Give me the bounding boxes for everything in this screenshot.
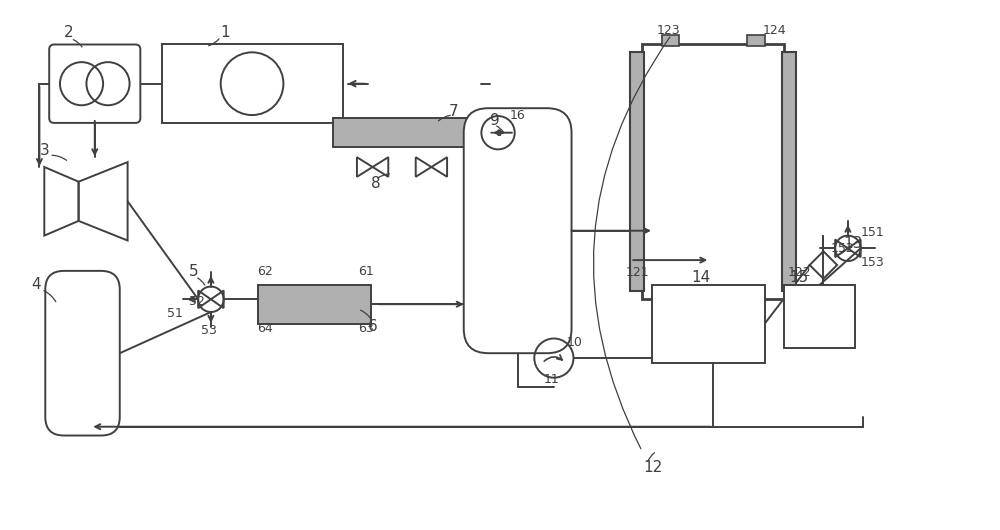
Text: 11: 11 [544,373,560,386]
Text: 61: 61 [358,266,374,278]
Text: 16: 16 [510,109,526,121]
Text: 15: 15 [789,270,808,285]
Text: 4: 4 [32,277,41,292]
Text: 2: 2 [64,25,74,40]
Text: 123: 123 [657,24,680,37]
FancyBboxPatch shape [49,45,140,123]
Bar [784,285,855,348]
Text: 13: 13 [843,236,862,251]
Text: 12: 12 [643,461,662,475]
Text: 5: 5 [189,264,199,279]
Bar [662,34,679,47]
Bar [162,45,343,123]
Text: 1: 1 [221,25,230,40]
Text: 10: 10 [567,336,583,349]
Text: 121: 121 [625,267,649,279]
Bar [333,118,490,147]
FancyBboxPatch shape [45,271,120,436]
Text: 62: 62 [257,266,273,278]
Text: 9: 9 [490,113,500,128]
Text: 152: 152 [830,242,854,255]
Text: 63: 63 [358,322,374,335]
Text: 8: 8 [371,176,380,191]
Bar [782,52,796,292]
Bar [630,52,644,292]
Bar [258,285,371,324]
Text: 14: 14 [691,270,710,285]
Text: 52: 52 [189,295,205,308]
Text: 7: 7 [449,104,459,119]
Text: 6: 6 [368,319,377,334]
Bar [747,34,765,47]
Text: 53: 53 [201,324,217,337]
Text: 153: 153 [861,255,884,269]
Text: 64: 64 [257,322,273,335]
Text: 124: 124 [763,24,786,37]
Text: 51: 51 [167,307,183,321]
Text: 122: 122 [788,267,812,279]
Bar [642,45,784,299]
FancyBboxPatch shape [464,108,572,353]
Text: 3: 3 [39,143,49,158]
Text: 151: 151 [861,226,884,239]
Bar [652,285,765,363]
